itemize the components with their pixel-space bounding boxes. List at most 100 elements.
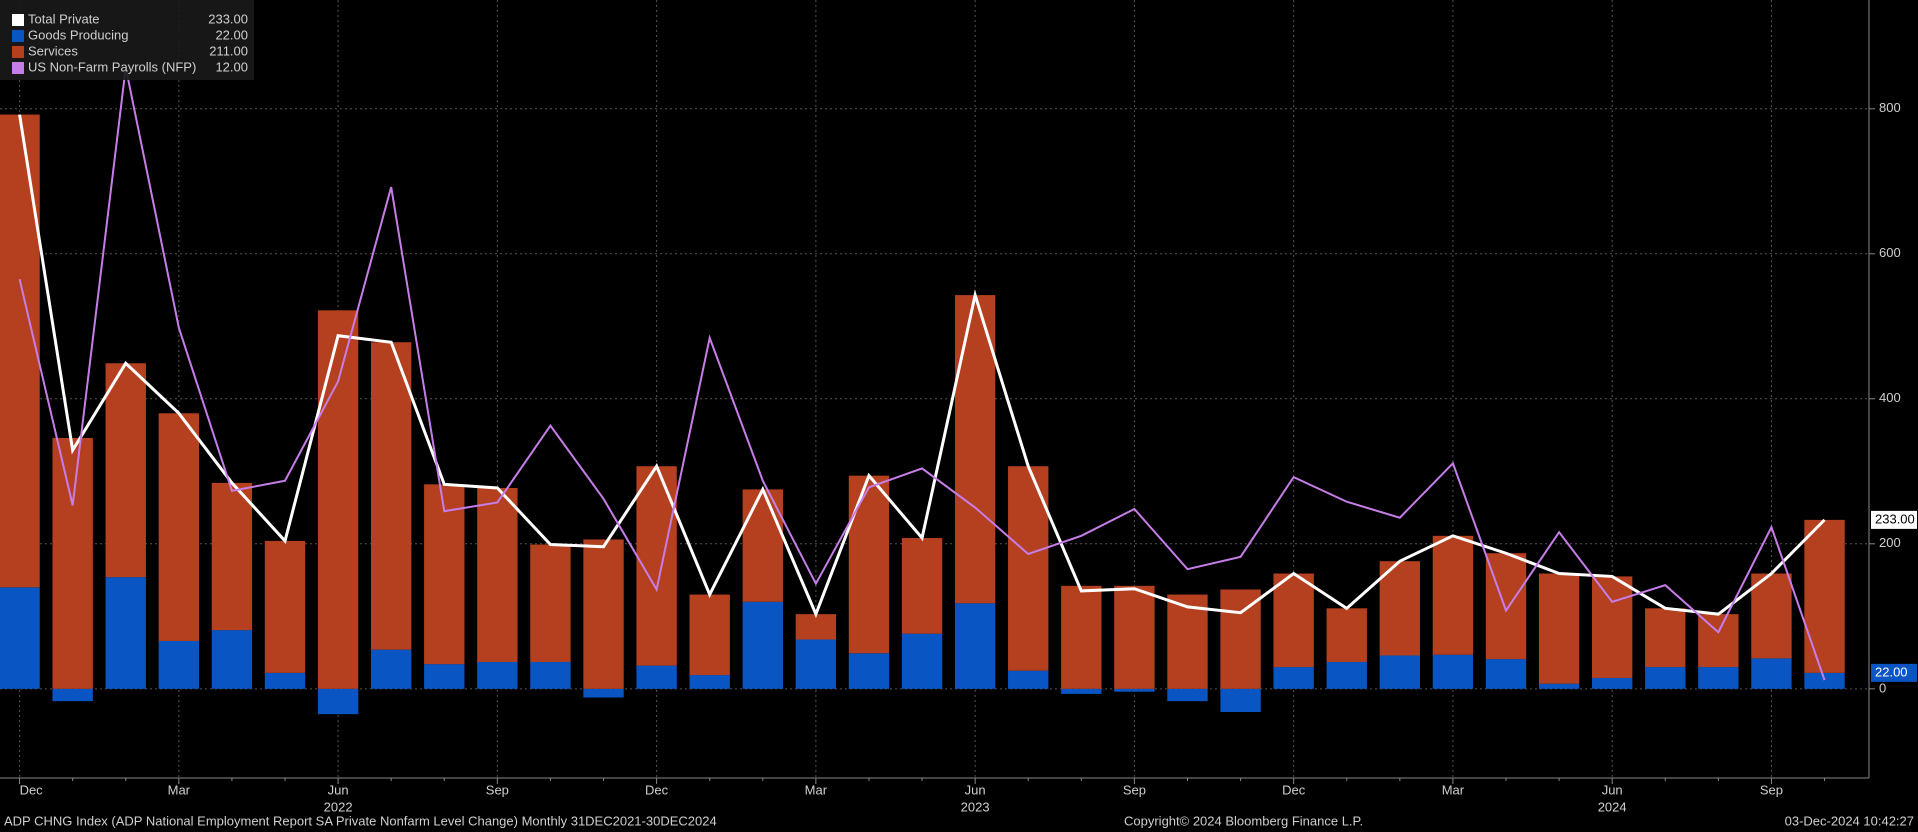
year-label: 2024 — [1598, 799, 1627, 814]
legend-label: Goods Producing — [28, 27, 128, 42]
bar-segment — [1645, 667, 1686, 689]
bar-segment — [1538, 683, 1580, 689]
legend-box — [0, 0, 254, 80]
legend-value: 211.00 — [209, 43, 248, 58]
bar-segment — [477, 661, 518, 689]
bar-segment — [0, 114, 40, 588]
bar-segment — [317, 688, 359, 715]
bar-segment — [477, 487, 518, 662]
bar-segment — [1008, 670, 1049, 689]
bar-segment — [1645, 608, 1686, 668]
bar-segment — [105, 363, 146, 578]
legend: Total Private 233.00 Goods Producing 22.00 S… — [0, 0, 254, 80]
bar-segment — [1432, 654, 1474, 689]
y-tick-label: 400 — [1879, 390, 1901, 405]
legend-swatch — [12, 30, 24, 42]
bar-segment — [742, 601, 783, 689]
value-tag-label: 233.00 — [1875, 511, 1915, 526]
bar-segment — [317, 310, 359, 689]
legend-value: 233.00 — [208, 11, 248, 26]
x-tick-label: Sep — [1760, 782, 1783, 797]
value-tag — [1871, 663, 1917, 682]
bar-segment — [583, 539, 624, 689]
bar-segment — [52, 688, 93, 702]
bar-segment — [1273, 667, 1314, 689]
bar-segment — [1591, 677, 1633, 689]
bar-segment — [1751, 573, 1792, 659]
plot: 0 200 400 600 800 Dec Mar Jun 2022 Sep Dec Mar Jun 20… — [0, 0, 1901, 814]
x-tick-label: Dec — [645, 782, 669, 797]
bar-segment — [1326, 661, 1367, 689]
bar-segment — [105, 577, 146, 689]
line-series — [18, 114, 1826, 619]
bar-segment — [424, 664, 465, 689]
bar-segment — [52, 437, 93, 689]
legend-label: US Non-Farm Payrolls (NFP) — [28, 59, 196, 74]
bar-segment — [689, 594, 730, 676]
bar-segment — [1804, 519, 1845, 673]
bar-segment — [1432, 535, 1474, 655]
x-tick-label: Mar — [805, 782, 828, 797]
bar-segment — [901, 633, 943, 689]
bar-segment — [1804, 672, 1845, 689]
line-series — [18, 67, 1826, 681]
x-tick-label: Mar — [168, 782, 191, 797]
bar-segment — [0, 587, 40, 689]
bar-segment — [370, 342, 412, 650]
x-tick-label: Jun — [965, 782, 986, 797]
y-tick-label: 800 — [1879, 100, 1901, 115]
bar-segment — [1167, 688, 1208, 702]
legend-swatch — [12, 46, 24, 58]
bar-segment — [1751, 658, 1792, 689]
bar-segment — [1698, 667, 1739, 689]
bar-segment — [530, 544, 571, 662]
x-tick-label: Sep — [486, 782, 509, 797]
bar-segment — [1220, 589, 1261, 689]
bar-segment — [848, 475, 890, 654]
bar-segment — [211, 630, 253, 689]
bar-segment — [1273, 573, 1314, 668]
bar-segment — [954, 603, 996, 689]
bar-segment — [1061, 688, 1102, 694]
bar-segment — [530, 661, 571, 689]
bar-segment — [1114, 585, 1155, 689]
bar-segment — [583, 688, 624, 698]
bar-segment — [424, 484, 465, 665]
footer-left: ADP CHNG Index (ADP National Employment … — [4, 813, 717, 828]
bar-segment — [1167, 594, 1208, 689]
legend-label: Total Private — [28, 11, 100, 26]
bar-segment — [370, 649, 412, 689]
legend-label: Services — [28, 43, 78, 58]
year-label: 2022 — [324, 799, 353, 814]
x-tick-label: Dec — [1282, 782, 1306, 797]
bar-segment — [848, 653, 890, 689]
legend-swatch — [12, 62, 24, 74]
footer-right: 03-Dec-2024 10:42:27 — [1785, 813, 1914, 828]
x-tick-label: Jun — [328, 782, 349, 797]
legend-value: 22.00 — [215, 27, 248, 42]
bar-segment — [211, 482, 253, 631]
value-tag-label: 22.00 — [1875, 664, 1908, 679]
bar-segment — [1698, 614, 1739, 668]
bar-segment — [795, 614, 837, 640]
footer-center: Copyright© 2024 Bloomberg Finance L.P. — [1124, 813, 1363, 828]
bar-segment — [689, 675, 730, 689]
bar-segment — [264, 672, 306, 689]
bar-segment — [264, 540, 306, 673]
x-tick-label: Sep — [1123, 782, 1146, 797]
bar-segment — [1379, 655, 1421, 689]
legend-value: 12.00 — [215, 59, 248, 74]
bar-segment — [1379, 561, 1421, 656]
x-tick-label: Jun — [1602, 782, 1623, 797]
bar-segment — [158, 413, 200, 641]
bar-segment — [1114, 688, 1155, 692]
y-tick-label: 600 — [1879, 245, 1901, 260]
bar-segment — [1220, 688, 1261, 713]
bar-segment — [1485, 659, 1527, 689]
bar-segment — [901, 538, 943, 634]
legend-swatch — [12, 14, 24, 26]
y-tick-label: 200 — [1879, 535, 1901, 550]
bar-segment — [1591, 576, 1633, 678]
